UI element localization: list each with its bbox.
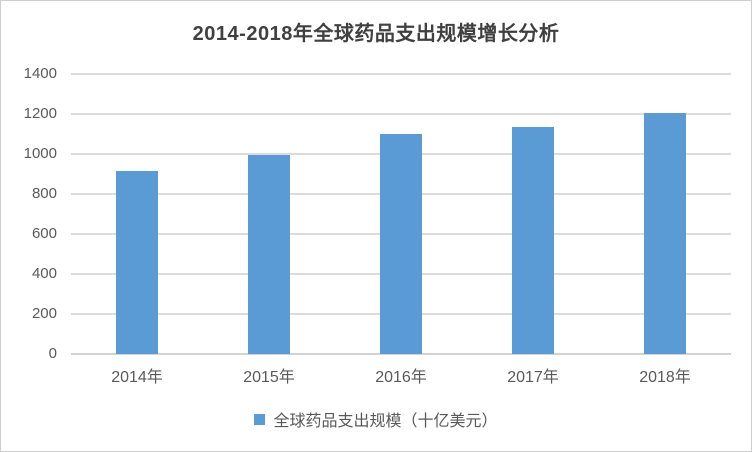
bar-2014年 (116, 171, 158, 354)
y-tick-label: 600 (31, 225, 57, 242)
bar-2017年 (512, 127, 554, 354)
y-tick-label: 800 (31, 185, 57, 202)
x-axis-line (71, 353, 731, 355)
x-tick-label: 2014年 (111, 369, 163, 386)
y-tick-label: 1400 (23, 65, 57, 82)
bar-2015年 (248, 155, 290, 354)
bar-2018年 (644, 113, 686, 354)
x-tick-label: 2018年 (639, 369, 691, 386)
y-tick-label: 1200 (23, 105, 57, 122)
chart-title: 2014-2018年全球药品支出规模增长分析 (192, 23, 560, 45)
y-tick-label: 0 (48, 345, 57, 362)
y-tick-label: 200 (31, 305, 57, 322)
gridline (71, 113, 731, 115)
x-tick-label: 2015年 (243, 369, 295, 386)
legend-marker-square-icon (254, 413, 266, 425)
y-tick-label: 1000 (23, 145, 57, 162)
x-tick-label: 2017年 (507, 369, 559, 386)
gridline (71, 73, 731, 75)
x-tick-label: 2016年 (375, 369, 427, 386)
legend: 全球药品支出规模（十亿美元） (1, 407, 751, 431)
bar-2016年 (380, 134, 422, 354)
plot-area (71, 73, 731, 355)
legend-label: 全球药品支出规模（十亿美元） (273, 413, 498, 430)
y-tick-label: 400 (31, 265, 57, 282)
